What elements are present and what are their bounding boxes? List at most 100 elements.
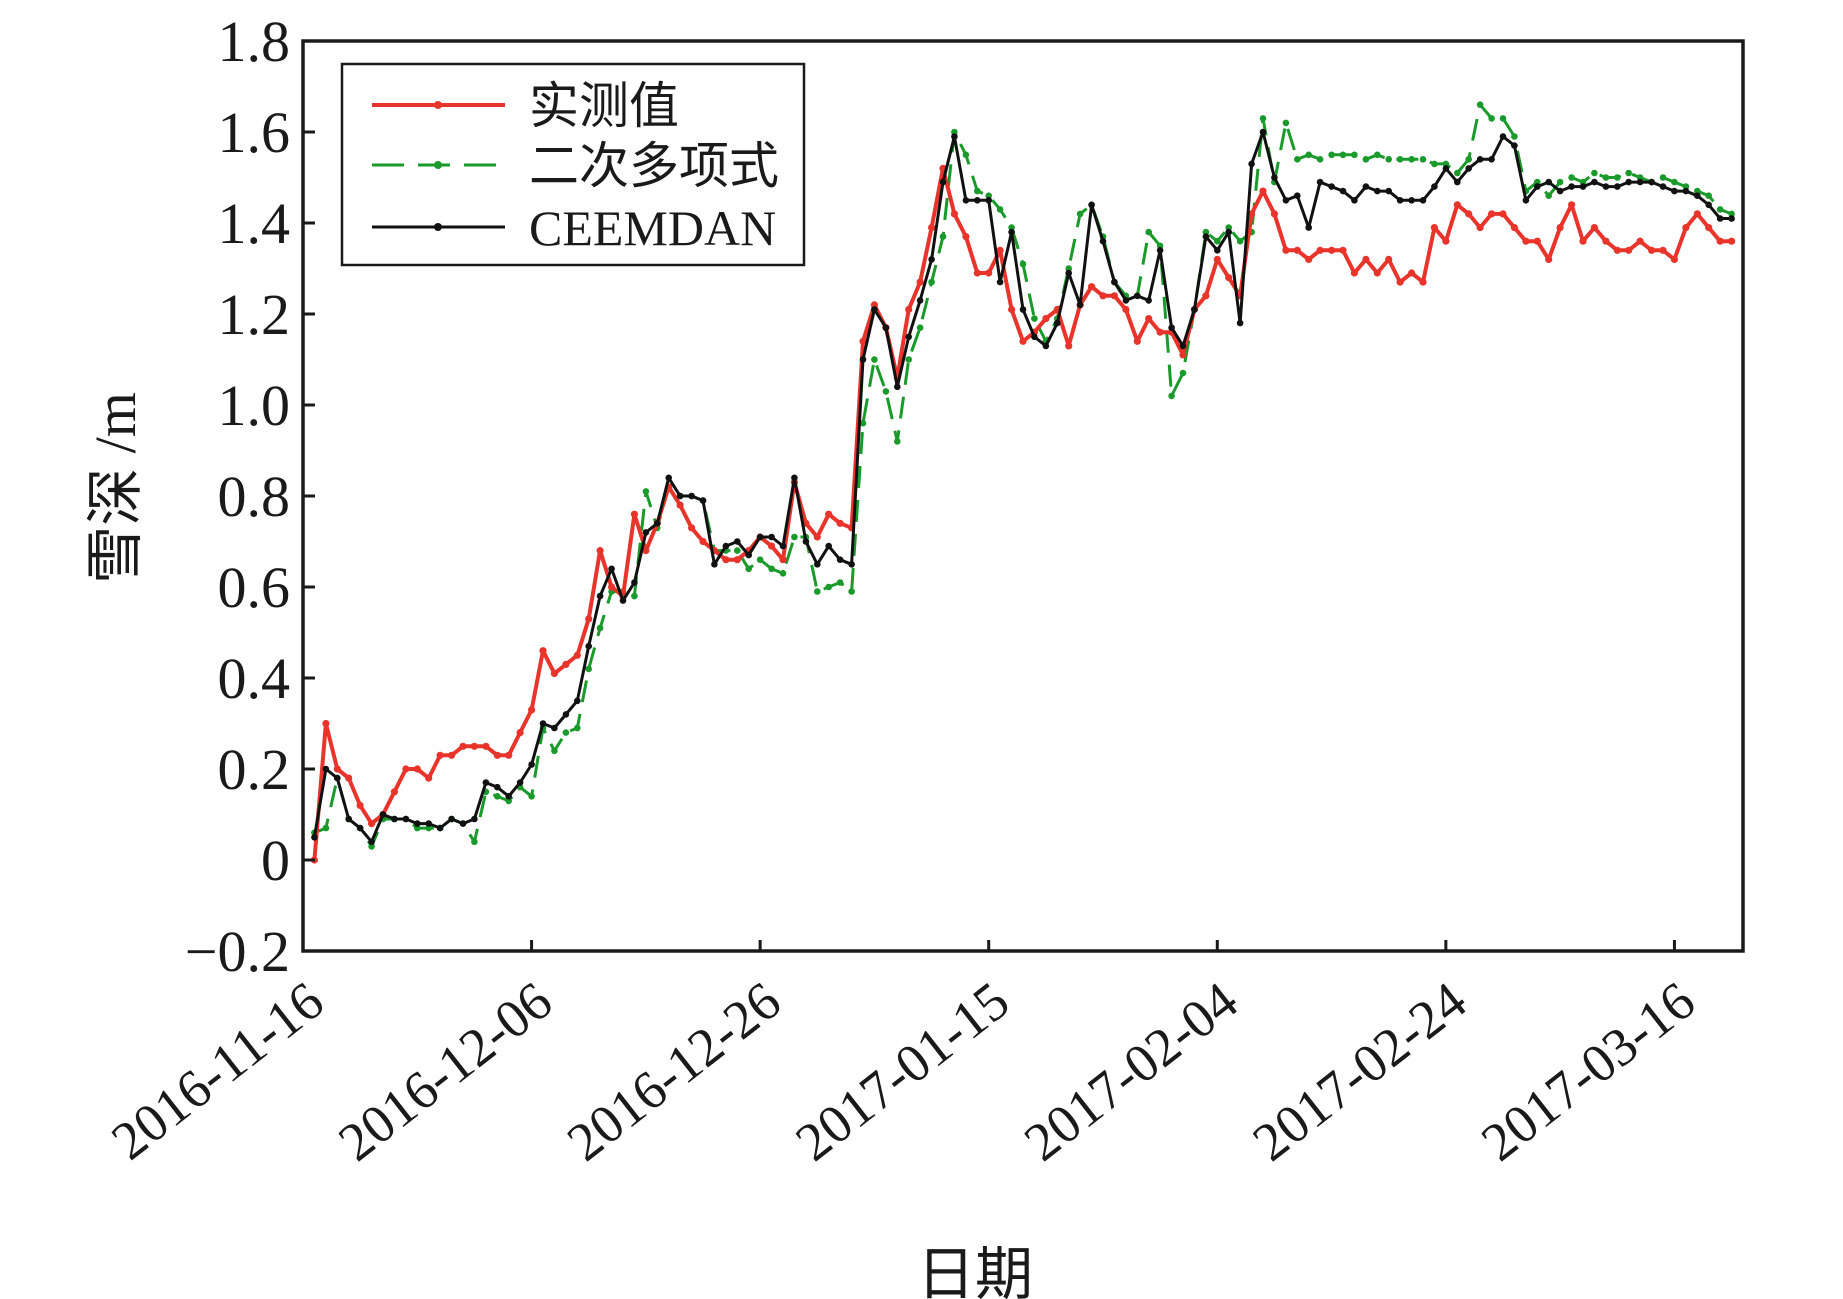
y-tick-label: 1.8 [218,9,291,74]
data-point [1214,247,1221,254]
x-tick-label: 2017-02-24 [1242,970,1477,1172]
data-point [1431,183,1438,190]
data-point [551,724,558,732]
data-point [1625,169,1632,177]
x-axis: 2016-11-162016-12-062016-12-262017-01-15… [100,940,1706,1173]
data-point [1545,255,1553,263]
legend-marker-ceemdan [434,223,442,231]
data-point [1430,224,1438,232]
data-point [745,551,752,559]
data-point [1476,156,1484,163]
y-tick-label: 1.2 [218,282,291,347]
data-point [779,570,787,577]
data-point [562,660,570,669]
data-point [1591,169,1598,177]
data-point [482,742,490,750]
data-point [985,192,992,199]
data-point [848,588,855,595]
data-point [996,206,1004,213]
y-tick-label: 1.4 [218,191,291,256]
data-point [1076,301,1084,309]
data-point [1614,183,1621,190]
data-point [390,788,398,796]
data-point [905,356,912,363]
data-point [1156,328,1164,336]
data-point [768,533,775,541]
data-point [1316,246,1324,254]
legend-label-ceemdan: CEEMDAN [529,200,776,256]
data-point [356,801,364,810]
data-point [711,561,718,568]
data-point [825,542,832,550]
data-point [974,197,981,204]
data-point [322,824,330,832]
data-point [608,583,616,591]
data-point [1568,201,1576,209]
data-point [825,583,832,591]
data-point [939,233,947,240]
data-point [973,269,981,277]
data-point [1522,237,1530,245]
legend-label-quadratic: 二次多项式 [529,138,779,194]
data-point [1636,174,1644,181]
data-point [1419,278,1427,286]
data-point [894,383,901,391]
data-point [939,178,947,186]
data-point [1659,183,1667,190]
data-point [1694,192,1701,199]
data-point [631,592,638,600]
data-point [894,438,901,445]
data-point [916,324,924,332]
data-point [1568,174,1575,181]
data-point [1442,165,1450,172]
data-point [1270,210,1278,218]
x-tick-label: 2016-12-06 [327,970,562,1172]
data-point [1271,174,1278,181]
data-point [505,793,512,800]
data-point [870,301,879,309]
data-point [859,419,867,427]
data-point [356,824,364,832]
data-point [1396,278,1404,286]
data-point [368,843,375,850]
data-point [459,742,467,750]
data-point [608,565,615,573]
data-point [505,797,512,805]
data-point [368,838,375,846]
data-point [1431,160,1438,168]
data-point [836,556,844,563]
data-point [1419,197,1427,204]
x-tick-label: 2016-11-16 [100,970,334,1171]
data-point [1602,183,1610,190]
data-point [1282,197,1290,204]
data-point [414,820,421,827]
data-point [1088,283,1096,291]
data-point [882,324,890,332]
x-tick-label: 2017-01-15 [785,970,1020,1172]
data-point [1019,337,1027,345]
data-point [791,533,798,541]
data-point [551,747,558,755]
data-point [1122,305,1130,314]
x-tick-label: 2017-02-04 [1013,970,1248,1172]
data-point [1476,224,1484,232]
data-point [1008,305,1016,314]
data-point [1728,210,1735,218]
data-point [1659,174,1667,181]
data-point [768,542,776,550]
data-point [1488,210,1496,218]
data-point [814,561,821,568]
data-point [1636,178,1644,186]
y-tick-label: 0.4 [218,646,291,711]
data-point [1110,292,1118,300]
data-point [950,210,959,218]
data-point [688,492,695,500]
data-point [539,647,547,655]
data-point [1374,151,1381,159]
data-point [413,765,421,773]
data-point [448,751,456,759]
y-tick-label: 0 [261,828,290,893]
data-point [562,729,570,736]
data-point [1042,315,1050,323]
data-point [1019,260,1027,268]
